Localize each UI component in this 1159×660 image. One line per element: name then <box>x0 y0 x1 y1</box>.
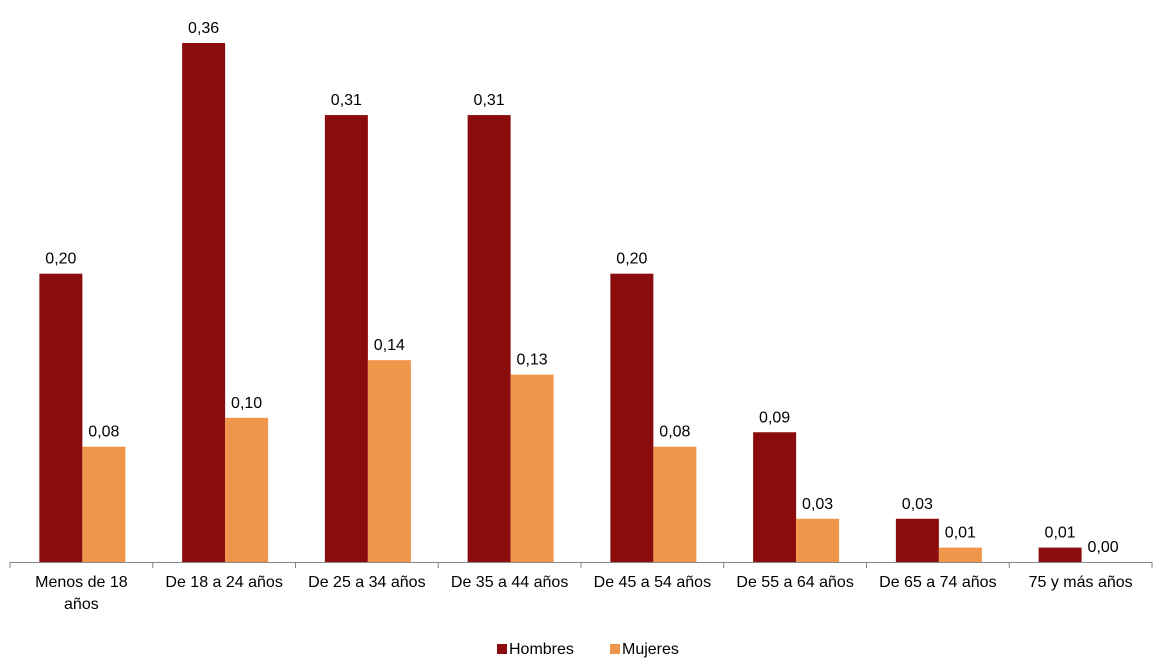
data-label-hombres-7: 0,01 <box>1045 525 1076 542</box>
legend-label-hombres: Hombres <box>509 641 574 658</box>
data-label-hombres-1: 0,36 <box>188 20 219 37</box>
legend-label-mujeres: Mujeres <box>622 641 679 658</box>
data-label-hombres-4: 0,20 <box>616 251 647 268</box>
bars-layer <box>39 43 1082 562</box>
bar-hombres-4 <box>610 273 654 562</box>
category-label-2: De 25 a 34 años <box>308 574 425 591</box>
category-label-0: años <box>64 596 99 613</box>
bar-hombres-7 <box>1038 547 1082 562</box>
data-label-mujeres-0: 0,08 <box>88 424 119 441</box>
data-label-mujeres-2: 0,14 <box>374 337 405 354</box>
legend-swatch-mujeres <box>610 644 620 654</box>
data-label-hombres-5: 0,09 <box>759 409 790 426</box>
bar-mujeres-3 <box>510 374 554 562</box>
legend-swatch-hombres <box>497 644 507 654</box>
bar-mujeres-0 <box>82 446 126 562</box>
data-label-hombres-3: 0,31 <box>474 92 505 109</box>
category-label-3: De 35 a 44 años <box>451 574 568 591</box>
category-label-7: 75 y más años <box>1029 574 1133 591</box>
category-label-4: De 45 a 54 años <box>594 574 711 591</box>
bar-hombres-5 <box>753 432 797 562</box>
bar-hombres-0 <box>39 273 83 562</box>
data-label-mujeres-6: 0,01 <box>945 525 976 542</box>
bar-mujeres-6 <box>938 547 982 562</box>
bar-hombres-3 <box>467 115 511 562</box>
data-label-hombres-6: 0,03 <box>902 496 933 513</box>
bar-mujeres-2 <box>367 360 411 562</box>
bar-hombres-6 <box>895 518 939 562</box>
category-label-5: De 55 a 64 años <box>736 574 853 591</box>
value-labels-layer: 0,20 0,08 0,36 0,10 0,31 0,14 0,31 0,13 0,20 0,08… <box>45 20 1118 556</box>
data-label-mujeres-1: 0,10 <box>231 395 262 412</box>
data-label-mujeres-4: 0,08 <box>659 424 690 441</box>
category-label-6: De 65 a 74 años <box>879 574 996 591</box>
x-axis-ticks <box>9 562 1153 568</box>
bar-hombres-2 <box>324 115 368 562</box>
bar-mujeres-4 <box>653 446 697 562</box>
data-label-hombres-2: 0,31 <box>331 92 362 109</box>
data-label-hombres-0: 0,20 <box>45 251 76 268</box>
bar-hombres-1 <box>182 43 226 562</box>
legend: Hombres Mujeres <box>497 641 679 658</box>
data-label-mujeres-3: 0,13 <box>517 352 548 369</box>
data-label-mujeres-5: 0,03 <box>802 496 833 513</box>
bar-mujeres-1 <box>225 417 269 562</box>
category-label-1: De 18 a 24 años <box>165 574 282 591</box>
category-labels: Menos de 18 años De 18 a 24 años De 25 a 34… <box>35 574 1133 613</box>
data-label-mujeres-7: 0,00 <box>1088 539 1119 556</box>
category-label-0: Menos de 18 <box>35 574 128 591</box>
bar-mujeres-5 <box>796 518 840 562</box>
